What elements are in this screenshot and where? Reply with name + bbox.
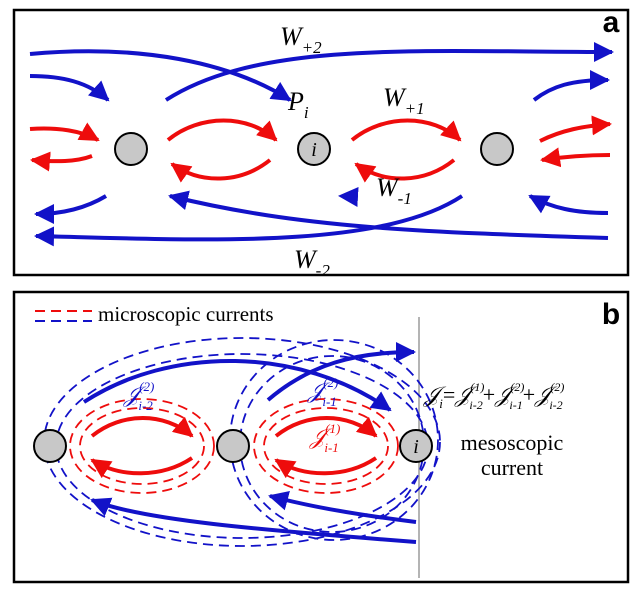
rate-arrow-plus2-upper — [29, 49, 292, 102]
current-arrow-j-im2-2-forward — [82, 358, 392, 412]
current-envelope-red-left-outer — [69, 398, 215, 494]
rate-arrow-left-in-red — [29, 122, 100, 142]
current-envelope-red-right-inner — [263, 407, 389, 485]
rate-arrow-minus2-upper — [34, 194, 464, 247]
rate-arrow-right-in-red — [540, 147, 611, 168]
site-label-center: i — [311, 139, 317, 161]
panel-b-label: b — [602, 298, 620, 331]
panel-a-label: a — [603, 6, 620, 39]
rate-label-w-plus1: W+1 — [383, 83, 425, 118]
mesoscopic-caption-line1: mesoscopic — [461, 430, 564, 455]
mesoscopic-current-equation: 𝒥i=𝒥(1) i-2+𝒥(2) i-1+𝒥(2) i-2 — [423, 380, 564, 412]
rate-arrow-minus2-lower — [168, 190, 609, 240]
current-arrow-j-im2-1-forward — [90, 416, 194, 438]
legend: microscopic currents — [35, 302, 274, 326]
rate-arrow-plus1-left — [166, 118, 278, 142]
current-label-j-im1-2: 𝒥(2) i-1 — [307, 375, 338, 409]
legend-label: microscopic currents — [98, 302, 274, 326]
rate-arrow-left-in — [29, 74, 110, 102]
rate-arrow-right-in-short — [528, 194, 609, 215]
site-label-b-i: i — [413, 436, 419, 458]
site-node-center — [297, 132, 331, 166]
site-node-right — [480, 132, 514, 166]
current-envelope-red-left-inner — [79, 407, 205, 485]
current-arrow-j-im2-2-backward — [90, 497, 417, 544]
rate-arrow-left-out-red — [30, 151, 93, 172]
panel-b: b microscopic currents i — [12, 290, 630, 584]
rate-arrow-right-out-red — [539, 115, 612, 143]
current-arrow-j-im1-2-backward — [268, 490, 417, 524]
current-arrow-j-im1-1-forward — [274, 416, 378, 438]
rate-arrow-plus1-right — [350, 118, 462, 142]
site-node-b-i — [399, 429, 433, 463]
current-label-j-im2-2: 𝒥(2) i-2 — [123, 379, 154, 413]
current-label-j-im1-1: 𝒥(1) i-1 — [309, 421, 340, 455]
panel-a-frame — [12, 8, 630, 277]
current-arrow-j-im2-1-backward — [90, 456, 194, 479]
rate-arrow-right-out — [532, 70, 610, 102]
prob-label-p-i: Pi — [287, 87, 309, 122]
rate-arrow-minus1-left — [170, 158, 272, 183]
panel-b-frame — [12, 290, 630, 584]
current-arrow-j-im1-2-forward — [266, 342, 416, 402]
panel-a: a i W+2 — [12, 6, 630, 280]
rate-arrow-minus1-right — [354, 158, 456, 183]
rate-label-w-minus1: W-1 — [376, 173, 412, 208]
site-node-b-middle — [216, 429, 250, 463]
mesoscopic-caption-line2: current — [481, 455, 543, 480]
rate-arrow-plus2-lower — [164, 41, 614, 102]
current-envelope-red-right-outer — [253, 398, 399, 494]
site-node-b-left — [33, 429, 67, 463]
current-arrow-j-im1-1-backward — [274, 456, 378, 479]
rate-label-w-minus2: W-2 — [294, 245, 330, 280]
site-node-left — [114, 132, 148, 166]
rate-arrow-left-out — [34, 194, 108, 224]
rate-label-w-plus2: W+2 — [280, 22, 322, 57]
